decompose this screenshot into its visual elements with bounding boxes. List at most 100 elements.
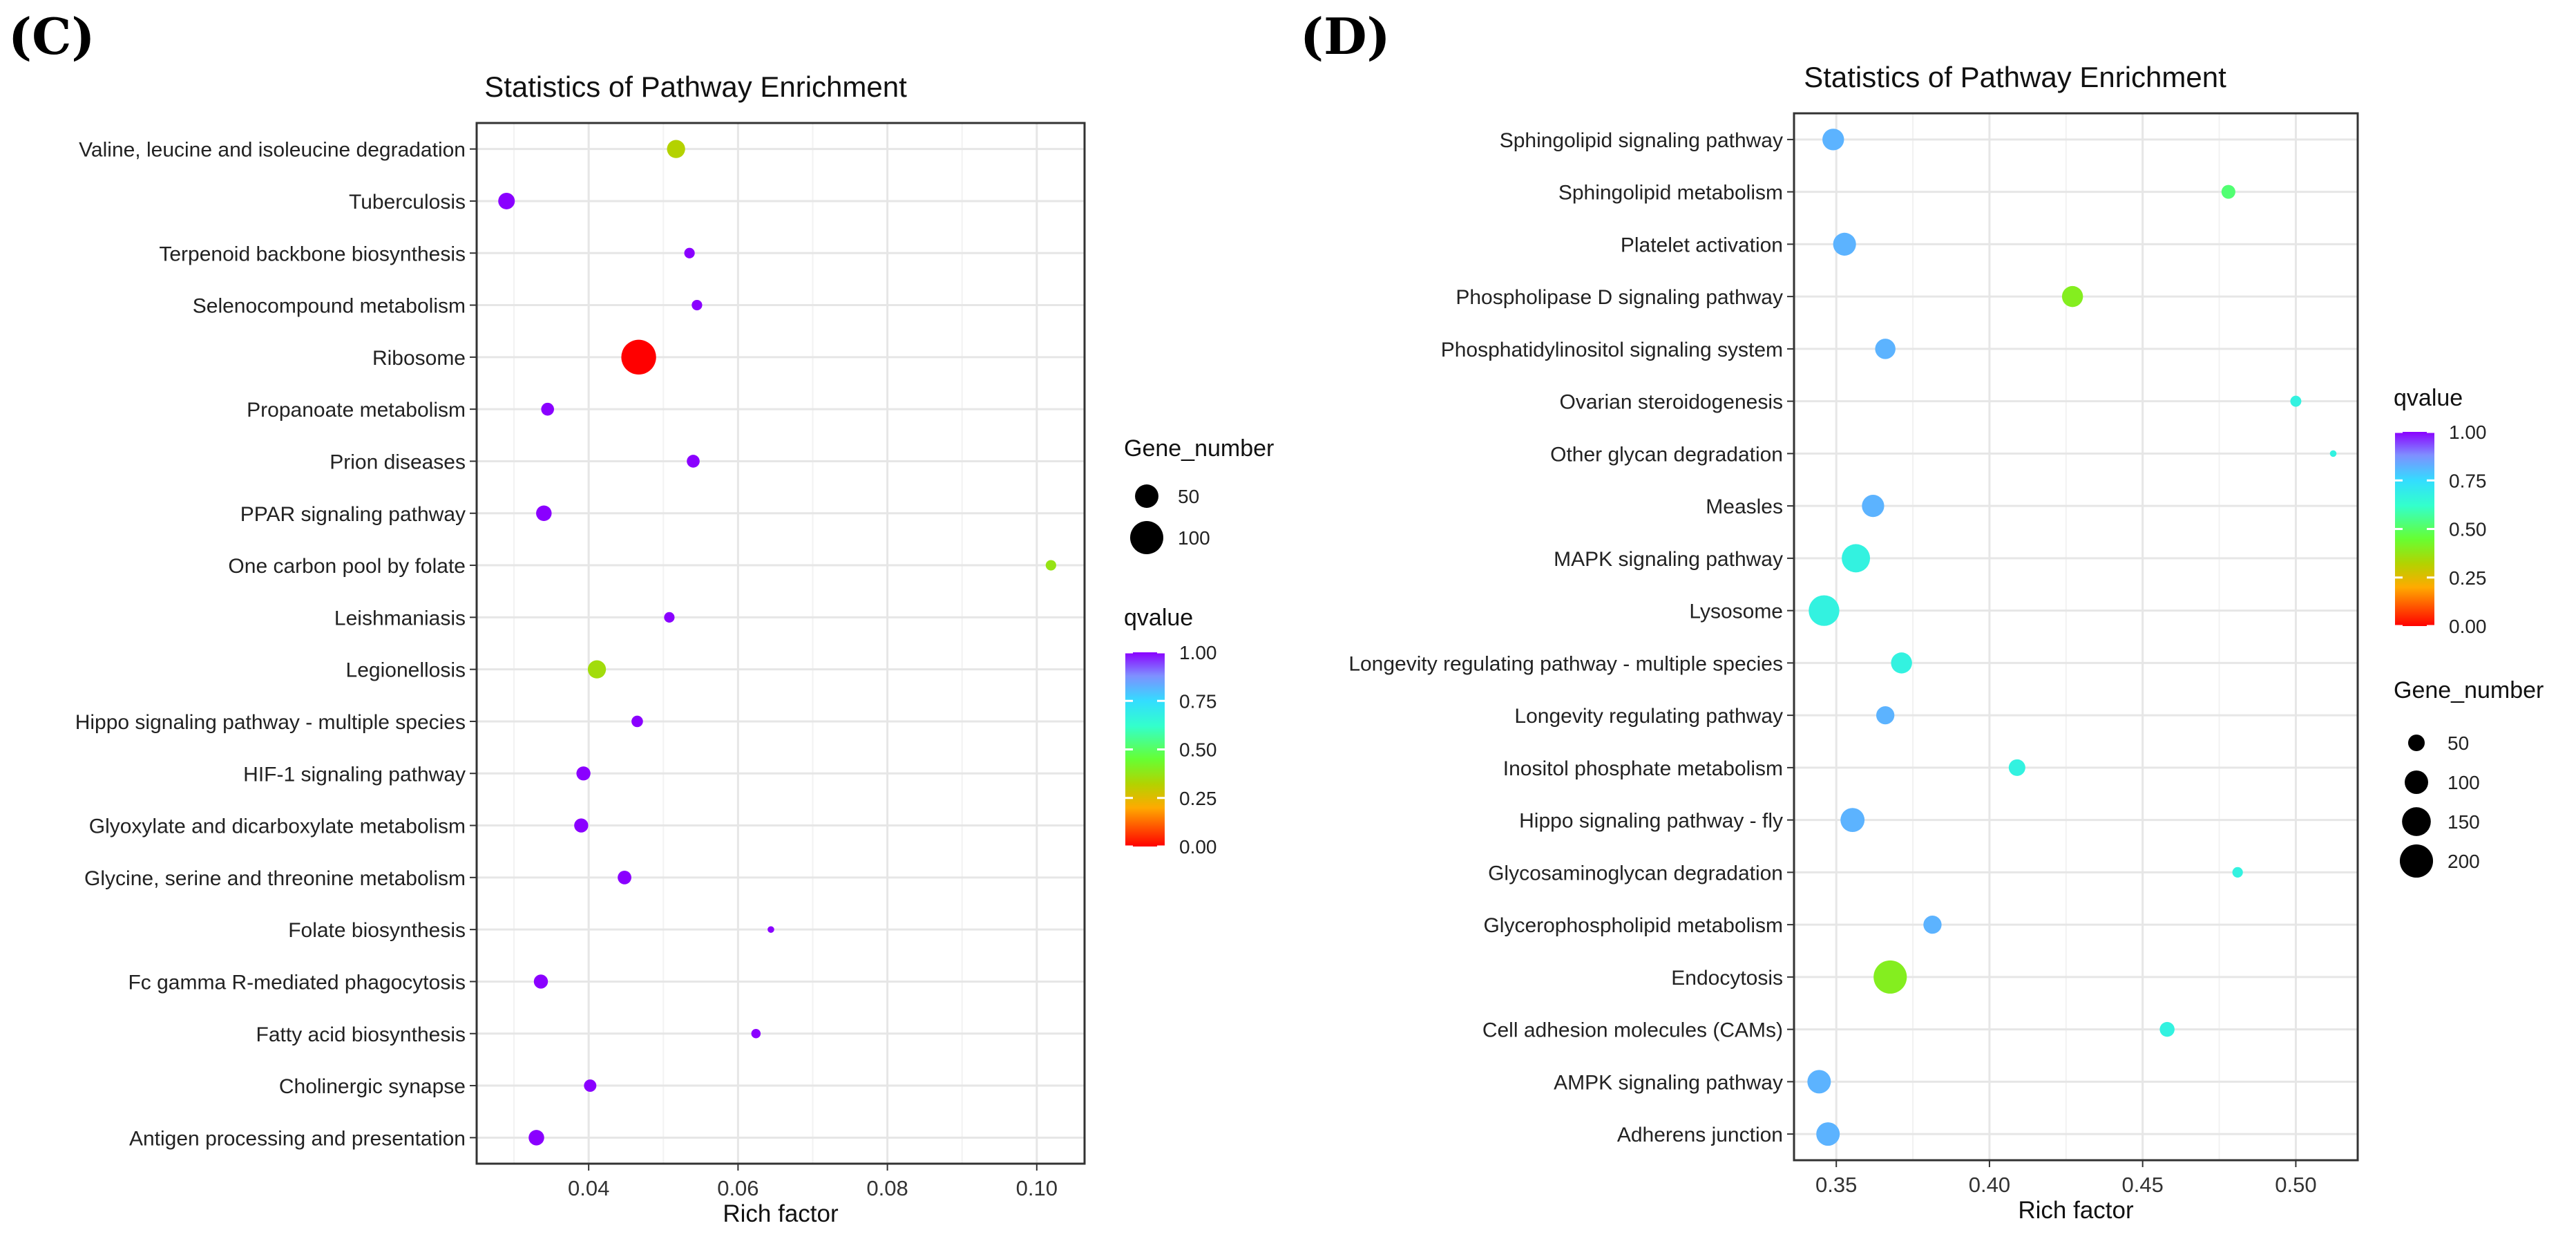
size-legend-title: Gene_number bbox=[2394, 677, 2544, 703]
pathway-label: Platelet activation bbox=[1621, 234, 1783, 256]
x-tick-label: 0.10 bbox=[1016, 1176, 1058, 1200]
color-legend-label: 0.75 bbox=[1179, 690, 1217, 712]
pathway-label: Prion diseases bbox=[330, 451, 466, 473]
size-legend-label: 50 bbox=[2448, 732, 2469, 754]
data-point bbox=[667, 140, 685, 158]
size-legend-label: 50 bbox=[1178, 486, 1199, 507]
data-point bbox=[1816, 1122, 1840, 1146]
data-point bbox=[751, 1028, 761, 1039]
chart-title: Statistics of Pathway Enrichment bbox=[1804, 61, 2226, 93]
pathway-label: Longevity regulating pathway bbox=[1514, 705, 1783, 728]
color-legend-title: qvalue bbox=[2394, 385, 2463, 411]
pathway-label: Fc gamma R-mediated phagocytosis bbox=[128, 971, 466, 994]
data-point bbox=[584, 1079, 597, 1093]
panel-label: (C) bbox=[8, 7, 95, 66]
data-point bbox=[528, 1130, 544, 1146]
pathway-label: Other glycan degradation bbox=[1550, 443, 1783, 466]
data-point bbox=[2159, 1021, 2175, 1037]
x-tick-label: 0.06 bbox=[717, 1176, 759, 1200]
plot-background bbox=[1794, 113, 2358, 1160]
pathway-label: Glycine, serine and threonine metabolism bbox=[84, 867, 466, 890]
data-point bbox=[687, 455, 700, 468]
pathway-label: Measles bbox=[1706, 495, 1783, 518]
chart-panel-d: (D) Statistics of Pathway Enrichment 0.35 0… bbox=[1300, 7, 2544, 1224]
color-legend-label: 0.00 bbox=[1179, 836, 1217, 858]
size-legend-dot bbox=[1135, 484, 1158, 508]
x-tick-label: 0.08 bbox=[866, 1176, 908, 1200]
data-point bbox=[1840, 808, 1865, 833]
pathway-label: Cholinergic synapse bbox=[279, 1075, 466, 1098]
x-axis-label: Rich factor bbox=[2018, 1197, 2134, 1224]
data-point bbox=[2329, 450, 2337, 457]
pathway-label: AMPK signaling pathway bbox=[1554, 1071, 1783, 1094]
pathway-label: Sphingolipid metabolism bbox=[1558, 182, 1783, 205]
data-point bbox=[574, 818, 589, 833]
pathway-label: PPAR signaling pathway bbox=[240, 503, 466, 526]
pathway-label: Selenocompound metabolism bbox=[193, 295, 466, 318]
color-legend-label: 0.75 bbox=[2449, 470, 2487, 491]
size-legend-dot bbox=[1130, 521, 1163, 554]
data-point bbox=[767, 926, 774, 933]
pathway-label: Valine, leucine and isoleucine degradati… bbox=[79, 139, 466, 162]
data-point bbox=[2061, 285, 2083, 308]
data-point bbox=[1875, 339, 1896, 359]
data-point bbox=[631, 715, 643, 728]
size-legend-dot bbox=[2405, 770, 2428, 794]
data-point bbox=[1842, 544, 1871, 573]
data-point bbox=[498, 192, 515, 209]
pathway-label: Glyoxylate and dicarboxylate metabolism bbox=[89, 815, 466, 838]
pathway-label: Ovarian steroidogenesis bbox=[1559, 391, 1783, 414]
x-tick-label: 0.45 bbox=[2122, 1173, 2164, 1197]
pathway-label: Phospholipase D signaling pathway bbox=[1456, 286, 1783, 309]
x-tick-label: 0.40 bbox=[1969, 1173, 2010, 1197]
data-point bbox=[1809, 595, 1840, 626]
x-axis-label: Rich factor bbox=[723, 1200, 839, 1227]
color-legend-title: qvalue bbox=[1124, 605, 1193, 631]
data-point bbox=[664, 612, 675, 623]
pathway-label: Hippo signaling pathway - fly bbox=[1519, 810, 1783, 833]
pathway-label: Leishmaniasis bbox=[334, 607, 466, 630]
size-legend-label: 100 bbox=[1178, 527, 1210, 549]
data-point bbox=[1807, 1070, 1831, 1094]
chart-panel-c: (C) Statistics of Pathway Enrichment 0.04 0… bbox=[8, 7, 1274, 1227]
pathway-label: One carbon pool by folate bbox=[228, 555, 466, 578]
color-legend-label: 0.00 bbox=[2449, 616, 2487, 637]
data-point bbox=[533, 974, 548, 989]
color-legend-label: 1.00 bbox=[1179, 642, 1217, 663]
data-point bbox=[1873, 960, 1907, 994]
size-legend-label: 150 bbox=[2448, 811, 2480, 833]
x-tick-label: 0.50 bbox=[2275, 1173, 2316, 1197]
x-tick-label: 0.04 bbox=[568, 1176, 609, 1200]
pathway-label: Antigen processing and presentation bbox=[129, 1127, 466, 1150]
color-legend-label: 0.25 bbox=[1179, 788, 1217, 809]
pathway-label: Glycerophospholipid metabolism bbox=[1483, 914, 1783, 937]
data-point bbox=[1045, 560, 1056, 571]
data-point bbox=[618, 870, 631, 885]
color-legend-label: 0.50 bbox=[2449, 519, 2487, 540]
data-point bbox=[2232, 867, 2243, 878]
plot-border bbox=[475, 122, 1086, 1165]
pathway-label: Ribosome bbox=[372, 347, 466, 370]
size-legend-dot bbox=[2402, 807, 2431, 836]
pathway-label: Endocytosis bbox=[1671, 967, 1783, 990]
color-legend-label: 0.50 bbox=[1179, 739, 1217, 761]
pathway-label: Sphingolipid signaling pathway bbox=[1500, 129, 1783, 152]
pathway-label: Adherens junction bbox=[1617, 1124, 1783, 1146]
pathway-label: Glycosaminoglycan degradation bbox=[1488, 862, 1783, 885]
color-legend-label: 1.00 bbox=[2449, 422, 2487, 443]
size-legend-dot bbox=[2407, 734, 2425, 752]
data-point bbox=[1822, 129, 1844, 151]
chart-title: Statistics of Pathway Enrichment bbox=[484, 70, 907, 103]
pathway-label: Legionellosis bbox=[346, 659, 466, 682]
data-point bbox=[541, 402, 554, 416]
pathway-label: Phosphatidylinositol signaling system bbox=[1441, 339, 1783, 361]
x-tick-label: 0.35 bbox=[1815, 1173, 1857, 1197]
data-point bbox=[2008, 759, 2025, 776]
color-legend-label: 0.25 bbox=[2449, 567, 2487, 589]
data-point bbox=[684, 247, 695, 258]
pathway-label: Tuberculosis bbox=[349, 191, 466, 214]
data-point bbox=[1891, 652, 1912, 674]
data-point bbox=[1862, 494, 1885, 518]
data-point bbox=[1833, 232, 1856, 256]
